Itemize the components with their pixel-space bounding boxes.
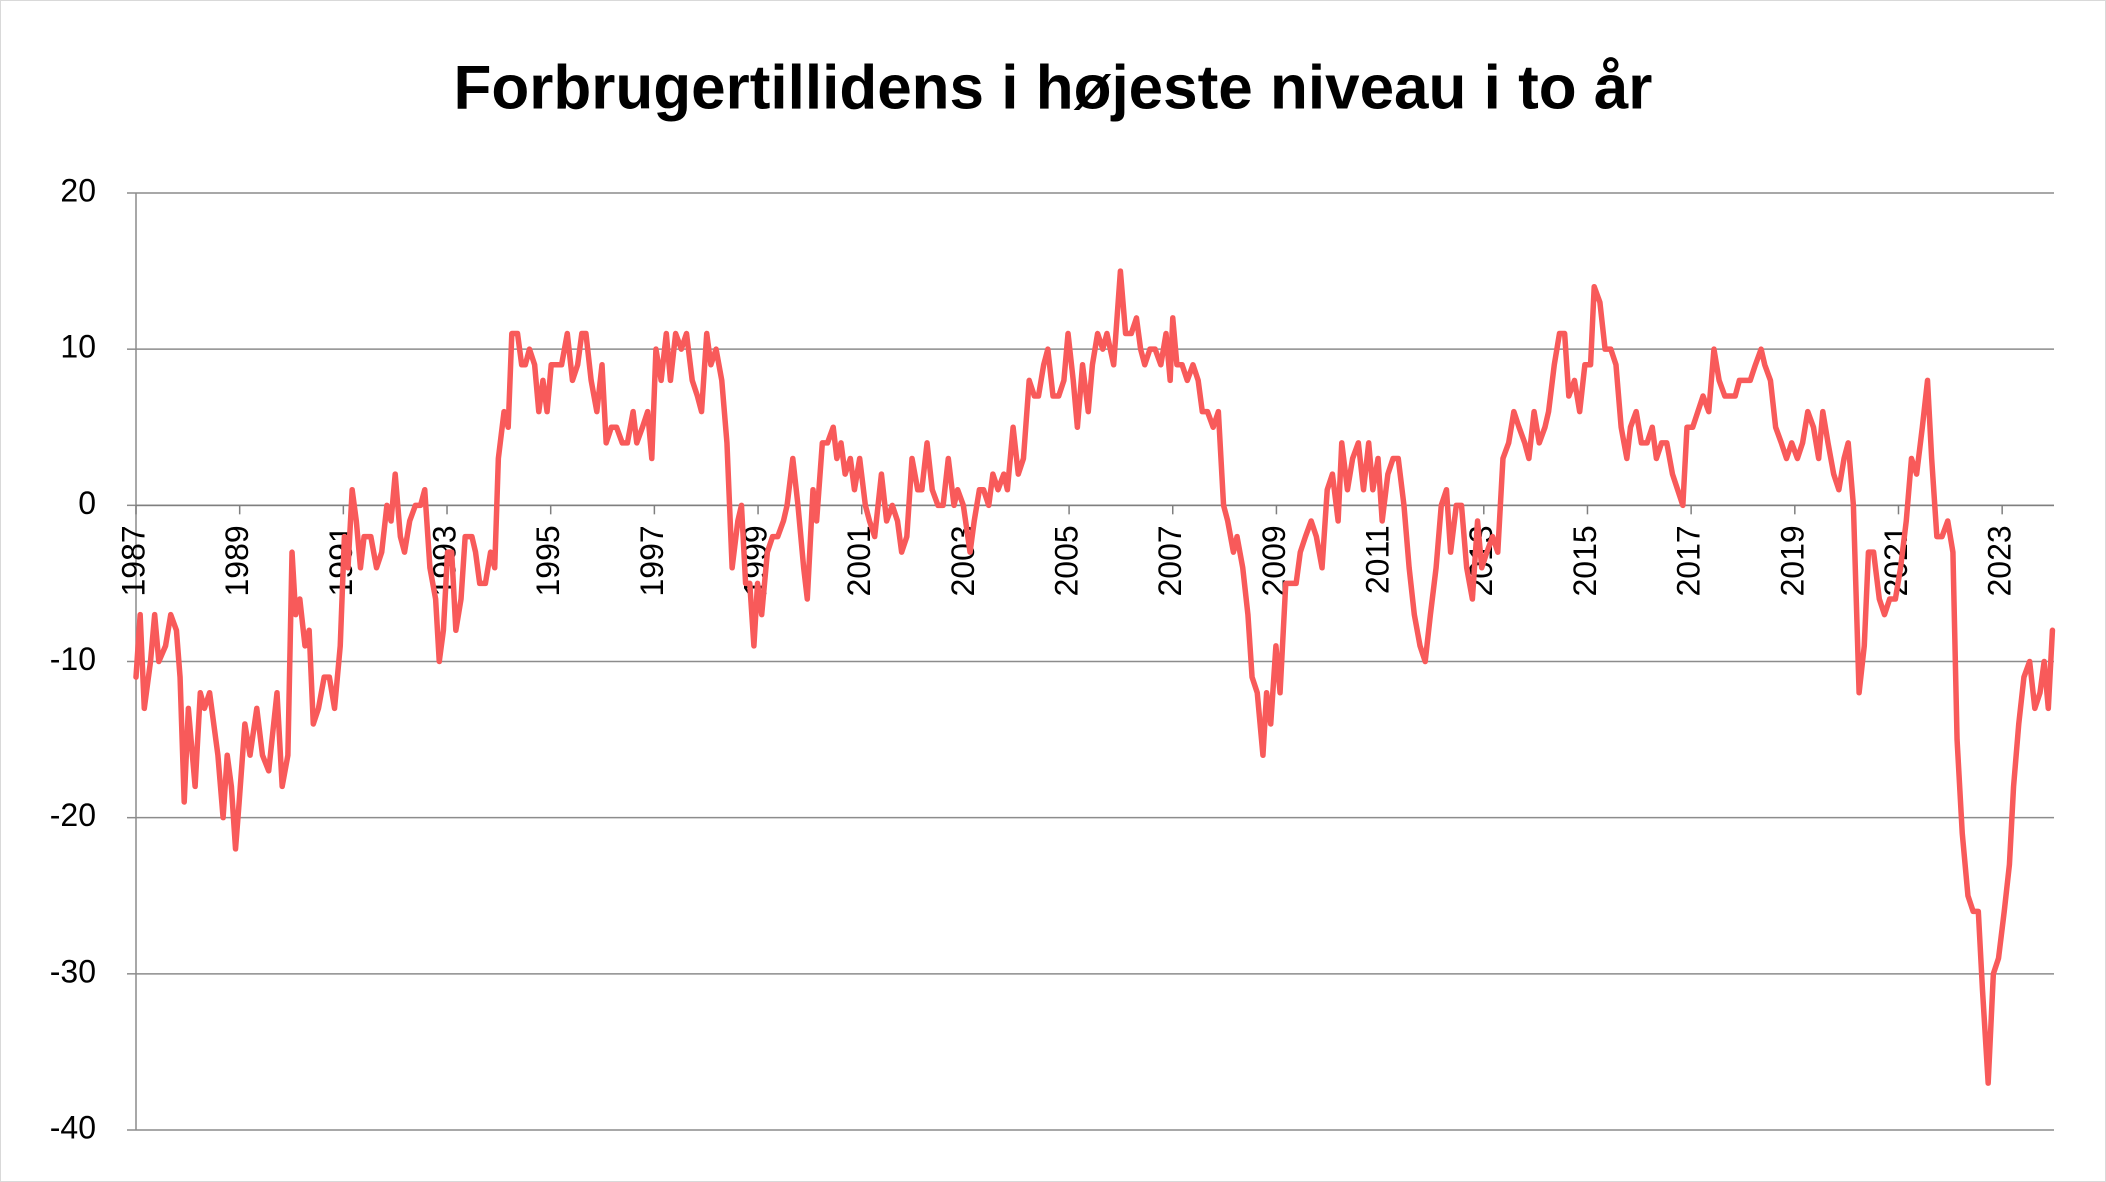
y-tick-label: -20 — [50, 797, 96, 833]
x-tick-label: 2017 — [1671, 525, 1707, 596]
x-tick-label: 1997 — [634, 525, 670, 596]
y-tick-label: 10 — [60, 329, 96, 365]
y-tick-label: -10 — [50, 641, 96, 677]
x-tick-label: 1987 — [115, 525, 151, 596]
x-tick-label: 2005 — [1049, 525, 1085, 596]
x-tick-label: 2015 — [1567, 525, 1603, 596]
y-tick-label: -40 — [50, 1109, 96, 1145]
chart-title: Forbrugertillidens i højeste niveau i to… — [454, 53, 1653, 122]
data-line — [133, 268, 2056, 1086]
x-tick-label: 2023 — [1982, 525, 2018, 596]
x-tick-label: 2007 — [1152, 525, 1188, 596]
x-tick-label: 2019 — [1774, 525, 1810, 596]
y-tick-label: -30 — [50, 953, 96, 989]
y-tick-label: 0 — [78, 485, 96, 521]
x-tick-label: 1995 — [530, 525, 566, 596]
x-tick-label: 1989 — [219, 525, 255, 596]
y-tick-label: 20 — [60, 172, 96, 208]
x-tick-label: 2011 — [1360, 525, 1396, 594]
x-tick-label: 2001 — [841, 525, 877, 596]
x-tick-label: 2003 — [945, 525, 981, 596]
